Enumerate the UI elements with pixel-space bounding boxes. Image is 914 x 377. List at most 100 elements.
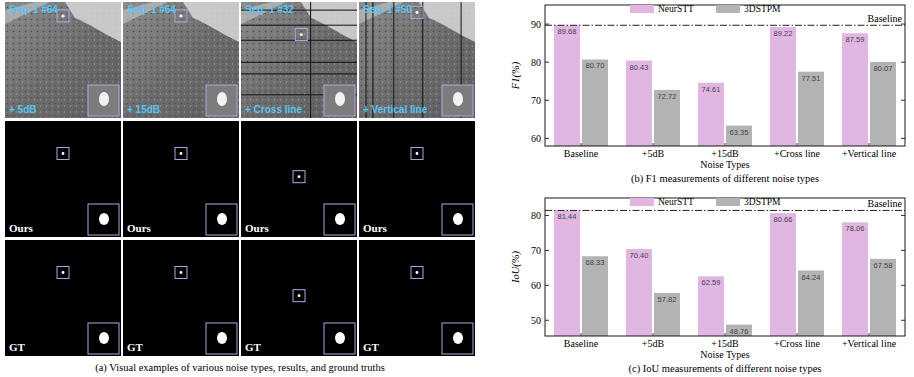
inset-box [206,85,237,116]
y-tick-label: 60 [531,280,541,291]
target-box [175,147,187,159]
data-label: 80.70 [586,61,605,70]
mask [359,240,475,356]
inset-box [206,204,237,235]
inset-box [88,323,119,354]
data-label: 89.22 [774,29,793,38]
image-cell [123,240,239,356]
result-label: Ours [127,222,152,234]
infrared-frame [359,2,475,118]
x-tick [725,333,726,336]
mask [241,121,357,237]
inset-bg [442,323,473,354]
reference-label: Baseline [868,13,903,24]
inset-bg [206,85,237,116]
legend-label: 3DSTPM [744,4,781,14]
noise-line [422,2,423,118]
inset-bg [88,85,119,116]
caption: (b) F1 measurements of different noise t… [631,173,819,185]
y-tick-label: 80 [531,57,541,68]
x-tick-label: +Vertical line [842,338,897,349]
data-label: 57.82 [658,295,677,304]
noise-label: + 15dB [127,104,160,115]
data-label: 80.07 [874,64,893,73]
x-tick [581,143,582,146]
y-tick-label: 70 [531,95,541,106]
target-box [411,6,423,18]
y-tick [545,138,549,139]
result-label: Ours [245,222,270,234]
bar [726,325,752,336]
x-tick-label: +Cross line [774,148,820,159]
y-tick [901,285,905,286]
x-tick-label: Baseline [564,148,599,159]
data-label: 48.76 [730,327,749,336]
inset-bg [442,85,473,116]
data-labels: 89.6880.4374.6189.2287.5980.7072.7263.35… [558,27,893,136]
inset-bg [88,204,119,235]
inset-target [217,213,227,225]
image-cell [5,121,121,237]
image-cell [123,2,239,118]
image-cell [5,2,121,118]
target [62,271,65,274]
noise-line [372,2,373,118]
y-tick [545,215,549,216]
target-box [175,10,187,22]
legend: NeurSTT3DSTPM [630,197,781,207]
data-label: 70.40 [630,251,649,260]
noise-label: + Vertical line [363,104,428,115]
truth-label: GT [363,341,380,353]
infrared-frame [241,2,357,118]
bar [698,83,724,146]
image-cell [241,2,357,118]
data-label: 89.68 [558,27,577,36]
noise-line [241,62,357,63]
bar [770,213,796,336]
target [298,294,301,297]
legend-swatch [630,198,654,206]
legend-label: NeurSTT [658,4,694,14]
data-labels: 81.4470.4062.5980.6678.0668.3357.8248.76… [558,212,893,335]
infrared-frame [5,2,121,118]
inset-box [88,204,119,235]
chart: 6070809089.6880.4374.6189.2287.5980.7072… [510,4,905,185]
data-label: 62.59 [702,278,721,287]
target [298,175,301,178]
x-tick-label: +15dB [711,148,739,159]
legend-swatch [630,5,654,13]
y-tick [545,62,549,63]
bright-region [419,2,475,42]
image-cell [359,121,475,237]
image-cell [359,2,475,118]
noise-line [241,25,357,26]
plot-frame [545,198,905,336]
inset-bg [206,323,237,354]
reference-line [545,210,905,211]
legend: NeurSTT 3DSTPM [630,4,781,14]
infrared-frame [123,2,239,118]
inset-target [217,92,227,106]
bar [870,259,896,336]
x-tick-label: +Cross line [774,338,820,349]
y-tick [545,320,549,321]
x-tick-label: +Vertical line [842,148,897,159]
inset-box [442,323,473,354]
target-box [57,266,69,278]
noise-label: + 5dB [9,104,37,115]
target-box [293,171,305,183]
image-cell [359,240,475,356]
truth-label: GT [127,341,144,353]
y-tick [901,100,905,101]
x-tick [653,143,654,146]
bar [798,72,824,146]
data-label: 77.51 [802,74,821,83]
bar [842,33,868,146]
frame-label: Seq. 1 #64 [127,4,176,15]
target-box [175,266,187,278]
inset-box [442,85,473,116]
y-tick [901,138,905,139]
y-tick-label: 70 [531,245,541,256]
chart: 5060708081.4470.4062.5980.6678.0668.3357… [510,197,905,375]
inset-bg [88,323,119,354]
